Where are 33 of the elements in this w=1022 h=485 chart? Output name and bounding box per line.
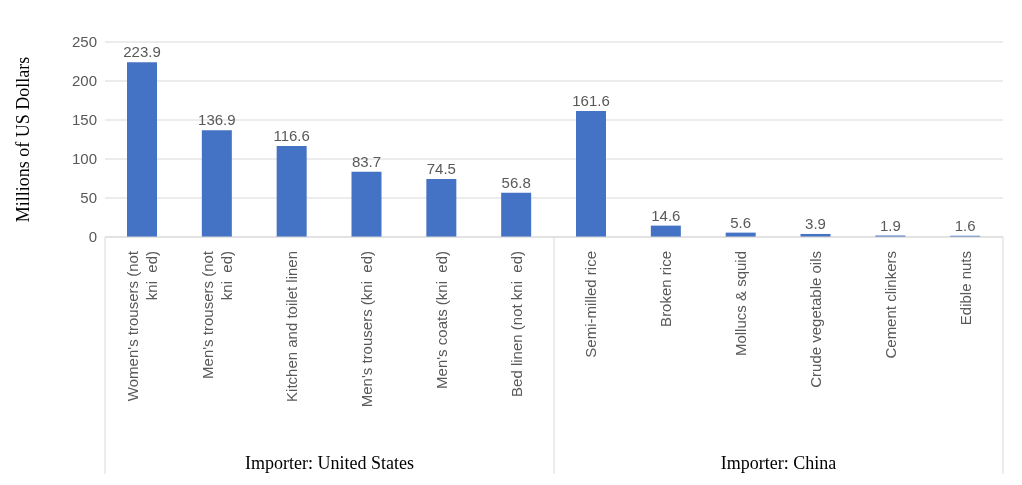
y-axis-title: Millions of US Dollars — [13, 56, 34, 223]
x-tick-label: Edible nuts — [956, 251, 974, 326]
data-label: 136.9 — [198, 111, 236, 129]
data-label: 83.7 — [351, 152, 382, 170]
data-label: 56.8 — [501, 173, 531, 191]
data-label: 1.6 — [954, 216, 976, 234]
data-label: 5.6 — [730, 213, 752, 231]
data-label: 223.9 — [123, 43, 161, 61]
y-tick-label: 100 — [71, 150, 97, 168]
y-tick-label: 150 — [71, 111, 97, 129]
data-label: 14.6 — [651, 206, 681, 224]
text: Importer: China — [720, 453, 837, 473]
data-label: 74.5 — [426, 159, 456, 177]
x-tick-label: Semi-milled rice — [582, 251, 600, 358]
x-tick-label: Crude vegetable oils — [806, 251, 824, 388]
x-tick-label: Broken rice — [657, 251, 675, 327]
data-label: 3.9 — [805, 214, 826, 232]
y-tick-label: 50 — [80, 189, 97, 207]
x-tick-label: Mollucs & squid — [732, 251, 750, 357]
x-tick-label: Bed linen (not kni ed) — [507, 251, 525, 397]
data-label: 116.6 — [273, 127, 310, 145]
x-tick-label: Men's trousers (not kni ed) — [198, 250, 235, 379]
x-tick-label: Women's trousers (not kni ed) — [123, 250, 160, 402]
x-tick-label: Cement clinkers — [881, 251, 899, 359]
x-tick-label: Kitchen and toilet linen — [283, 251, 301, 402]
data-label: 161.6 — [572, 91, 610, 109]
x-tick-label: Men's coats (kni ed) — [432, 251, 450, 389]
y-tick-label: 0 — [88, 228, 97, 246]
y-tick-label: 250 — [71, 33, 97, 51]
x-tick-label: Men's trousers (kni ed) — [357, 251, 375, 408]
text: Importer: United States — [245, 453, 414, 473]
data-label: 1.9 — [879, 216, 901, 234]
y-tick-label: 200 — [71, 72, 97, 90]
